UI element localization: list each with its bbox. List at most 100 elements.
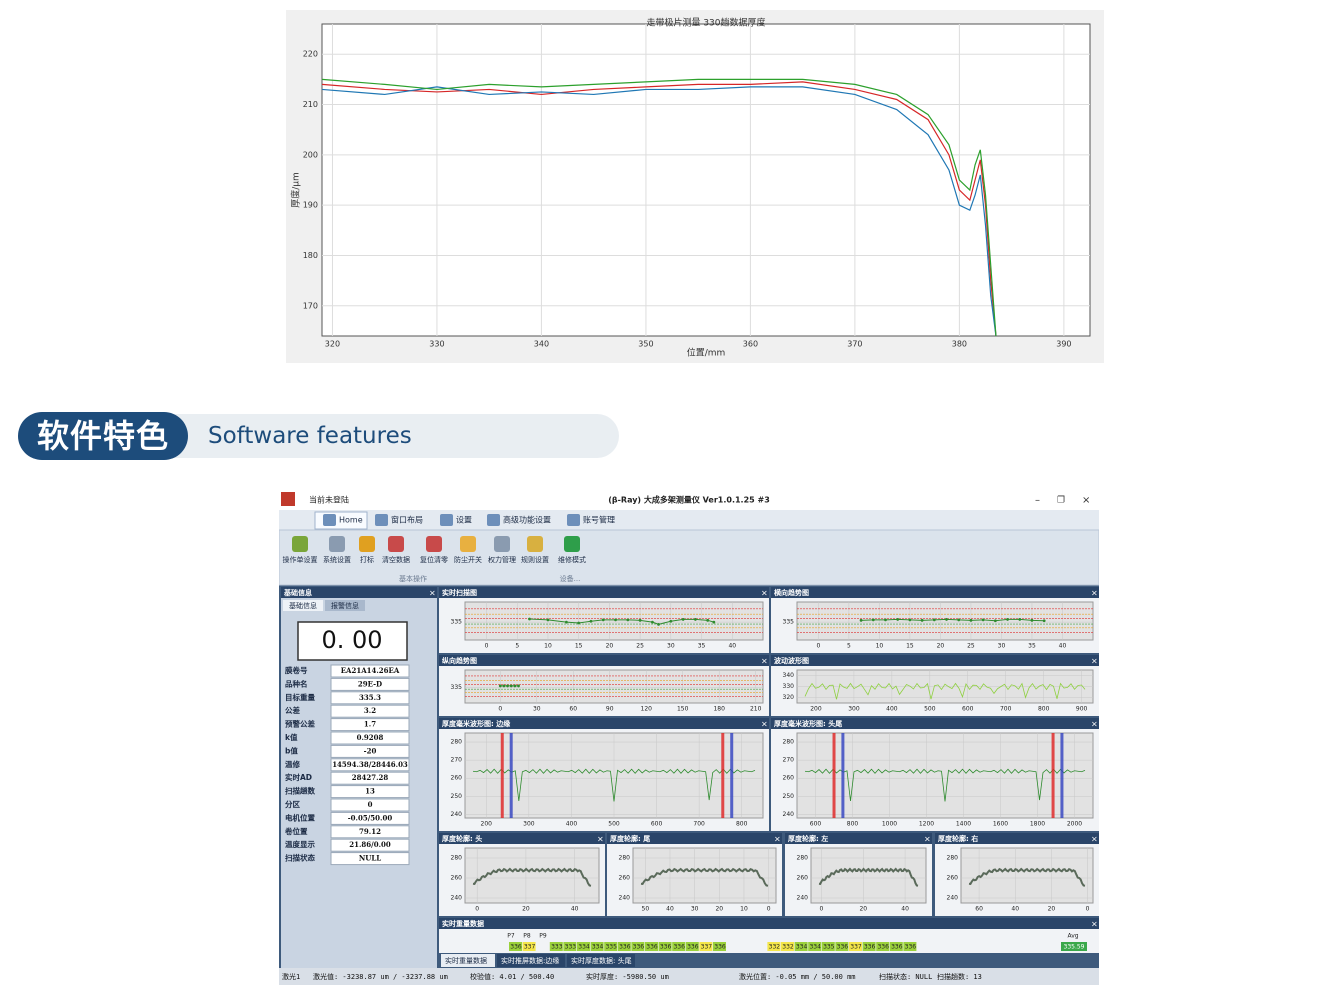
panel-close[interactable]: × bbox=[761, 589, 768, 598]
x-tick-label: 40 bbox=[1059, 643, 1067, 650]
scan-point bbox=[884, 618, 887, 622]
panel-close[interactable]: × bbox=[774, 835, 781, 844]
scan-point bbox=[957, 618, 961, 622]
minimize-button[interactable]: – bbox=[1035, 495, 1040, 506]
login-status[interactable]: 当前未登陆 bbox=[309, 495, 349, 505]
tool-label[interactable]: 复位清零 bbox=[420, 555, 448, 564]
x-tick-label: 390 bbox=[1056, 340, 1071, 349]
tool-icon[interactable] bbox=[460, 536, 476, 552]
bottom-tab[interactable] bbox=[441, 954, 495, 967]
tool-icon[interactable] bbox=[527, 536, 543, 552]
tool-label[interactable]: 规则设置 bbox=[521, 555, 549, 564]
restore-button[interactable]: ❐ bbox=[1057, 496, 1065, 506]
y-tick-label: 280 bbox=[451, 855, 463, 862]
info-tab-label[interactable]: 报警信息 bbox=[331, 601, 359, 610]
status-item: 激光位置: -0.05 mm / 50.00 mm bbox=[739, 972, 856, 981]
weight-cell bbox=[835, 942, 849, 951]
panel-close[interactable]: × bbox=[1091, 720, 1098, 729]
weight-cell bbox=[509, 942, 522, 951]
info-value-box bbox=[330, 704, 410, 718]
info-label: 温修 bbox=[285, 759, 300, 769]
close-button[interactable]: × bbox=[1082, 495, 1090, 506]
tool-icon[interactable] bbox=[494, 536, 510, 552]
y-tick-label: 260 bbox=[797, 875, 809, 882]
bottom-tab[interactable] bbox=[567, 954, 635, 967]
tool-icon[interactable] bbox=[329, 536, 345, 552]
tool-label[interactable]: 维修模式 bbox=[558, 555, 586, 564]
weight-cell bbox=[821, 942, 835, 951]
tool-icon[interactable] bbox=[426, 536, 442, 552]
tool-icon[interactable] bbox=[564, 536, 580, 552]
panel-close[interactable]: × bbox=[761, 720, 768, 729]
tab-icon bbox=[487, 514, 500, 526]
bottom-tab[interactable] bbox=[497, 954, 565, 967]
ribbon-tab[interactable]: Home bbox=[339, 516, 363, 525]
bottom-tab-label[interactable]: 实时重量数据 bbox=[445, 956, 487, 965]
info-value-box bbox=[330, 731, 410, 745]
scan-point bbox=[1006, 618, 1009, 621]
x-tick-label: 40 bbox=[666, 906, 674, 913]
weight-value: 334 bbox=[809, 944, 821, 951]
y-tick-label: 260 bbox=[947, 875, 959, 882]
x-tick-label: 0 bbox=[475, 906, 479, 913]
tool-icon[interactable] bbox=[292, 536, 308, 552]
tab-icon bbox=[323, 514, 336, 526]
x-tick-label: 10 bbox=[876, 643, 884, 650]
tool-label[interactable]: 清空数据 bbox=[382, 555, 410, 564]
bottom-tab-label[interactable]: 实时厚度数据: 头尾 bbox=[571, 956, 632, 965]
panel-close[interactable]: × bbox=[1091, 920, 1098, 929]
info-label: b值 bbox=[285, 745, 298, 755]
scan-point bbox=[1018, 618, 1022, 621]
info-tab[interactable] bbox=[283, 600, 323, 611]
x-tick-label: 30 bbox=[667, 643, 675, 650]
x-tick-label: 1400 bbox=[956, 821, 971, 828]
ribbon-tab[interactable]: 设置 bbox=[456, 515, 472, 525]
x-tick-label: 40 bbox=[901, 906, 909, 913]
panel-close[interactable]: × bbox=[429, 589, 436, 598]
edge-marker bbox=[841, 733, 845, 818]
weight-cell bbox=[889, 942, 903, 951]
x-tick-label: 15 bbox=[906, 643, 914, 650]
info-value: 28427.28 bbox=[352, 773, 389, 782]
ribbon-tab[interactable]: 高级功能设置 bbox=[503, 515, 551, 525]
panel-close[interactable]: × bbox=[1091, 657, 1098, 666]
info-value: 79.12 bbox=[359, 827, 381, 836]
tool-label[interactable]: 操作单设置 bbox=[283, 555, 318, 564]
info-tab-label[interactable]: 基础信息 bbox=[289, 601, 317, 610]
y-tick-label: 320 bbox=[783, 694, 795, 701]
info-label: 目标重量 bbox=[285, 692, 315, 702]
y-tick-label: 240 bbox=[451, 895, 463, 902]
tool-icon[interactable] bbox=[388, 536, 404, 552]
tool-icon[interactable] bbox=[359, 536, 375, 552]
tool-label[interactable]: 打标 bbox=[360, 555, 374, 564]
tool-label[interactable]: 防尘开关 bbox=[454, 555, 482, 564]
tool-label[interactable]: 系统设置 bbox=[323, 555, 351, 564]
banner-subtitle: Software features bbox=[208, 423, 412, 449]
weight-cell bbox=[522, 942, 536, 951]
x-axis-label: 位置/mm bbox=[687, 347, 726, 359]
info-tab[interactable] bbox=[325, 600, 365, 611]
panel-close[interactable]: × bbox=[924, 835, 931, 844]
panel-close[interactable]: × bbox=[761, 657, 768, 666]
y-tick-label: 170 bbox=[303, 301, 318, 310]
scan-point bbox=[871, 618, 875, 622]
x-tick-label: 2000 bbox=[1067, 821, 1082, 828]
scan-line bbox=[529, 618, 714, 625]
weight-value: 337 bbox=[524, 944, 536, 951]
panel-close[interactable]: × bbox=[1091, 589, 1098, 598]
weight-cell bbox=[672, 942, 686, 951]
panel-close[interactable]: × bbox=[1091, 835, 1098, 844]
ribbon-tab[interactable]: 窗口布局 bbox=[391, 515, 423, 525]
panel-close[interactable]: × bbox=[597, 835, 604, 844]
scan-point bbox=[601, 618, 605, 622]
x-tick-label: 20 bbox=[859, 906, 867, 913]
scan-point bbox=[681, 618, 685, 621]
info-value: 21.86/0.00 bbox=[349, 840, 391, 849]
bottom-tab-label[interactable]: 实时推屏数据:边缘 bbox=[501, 956, 559, 965]
tool-label[interactable]: 权力管理 bbox=[488, 555, 516, 564]
weight-value: 334 bbox=[592, 944, 604, 951]
ribbon-tab[interactable]: 账号管理 bbox=[583, 515, 615, 525]
x-tick-label: 600 bbox=[810, 821, 822, 828]
x-tick-label: 1800 bbox=[1030, 821, 1045, 828]
